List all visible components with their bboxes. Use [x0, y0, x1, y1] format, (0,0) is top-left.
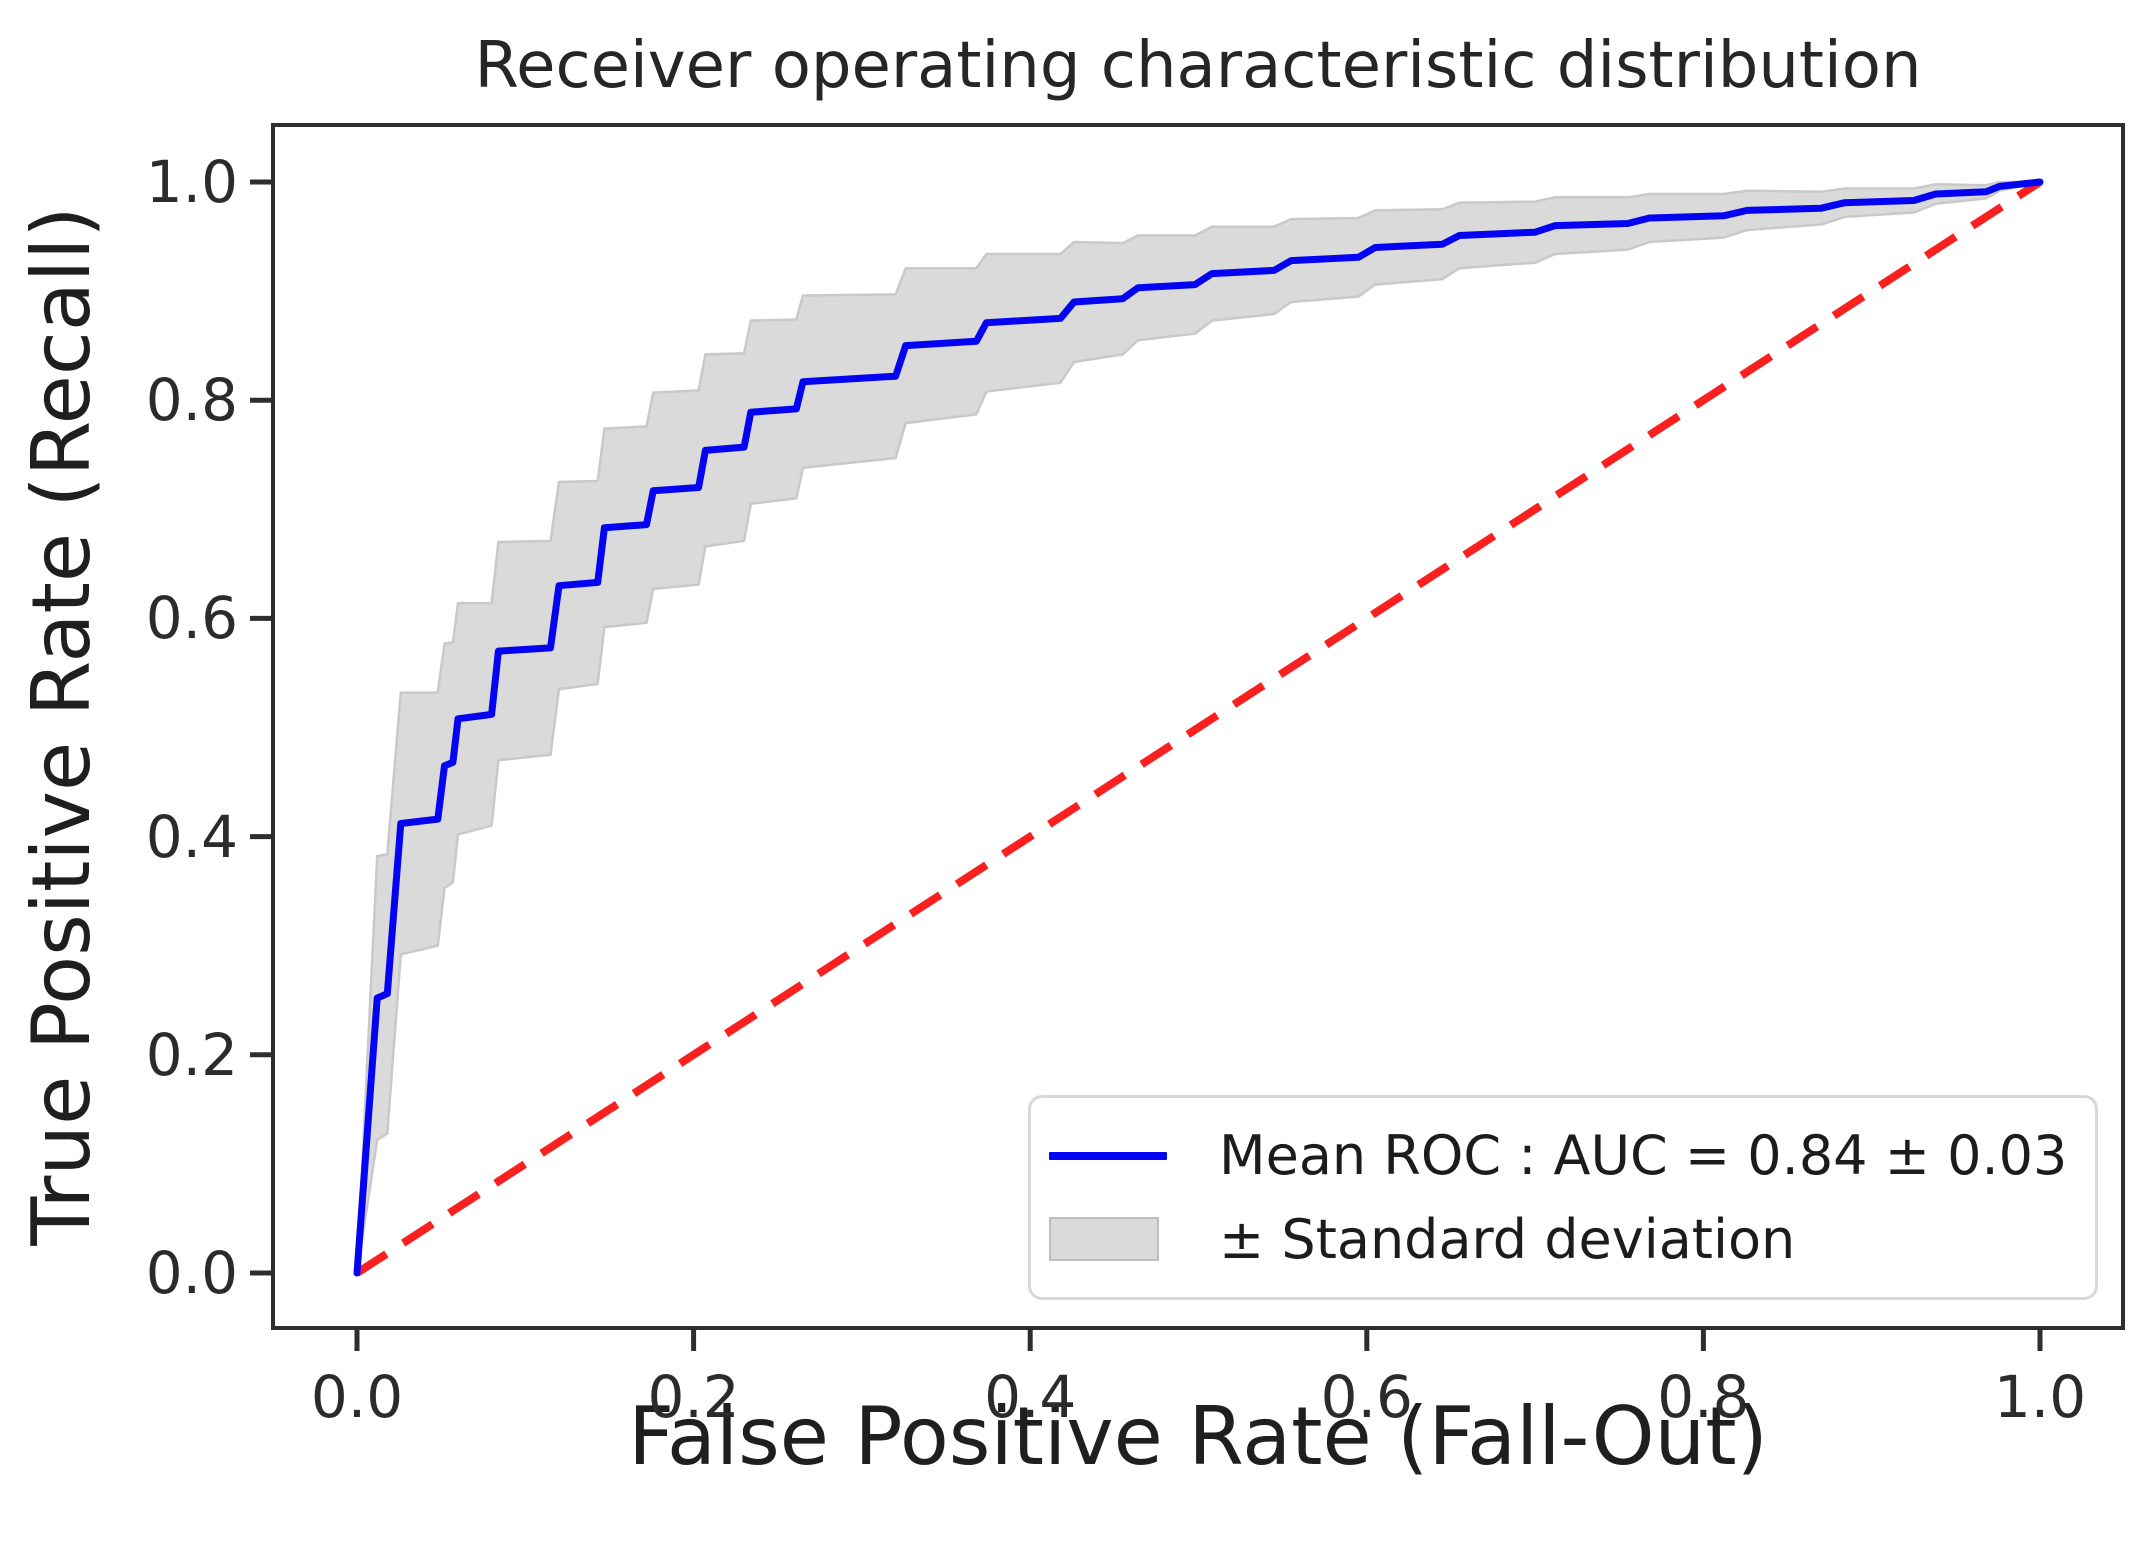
x-tick-label: 0.4: [984, 1363, 1077, 1431]
legend-label-std: ± Standard deviation: [1219, 1207, 1796, 1271]
mean-roc-line-swatch: [1049, 1151, 1167, 1160]
legend-box: Mean ROC : AUC = 0.84 ± 0.03 ± Standard …: [1028, 1095, 2098, 1300]
y-tick-label: 0.2: [145, 1020, 238, 1089]
x-tick-label: 0.8: [1657, 1363, 1750, 1431]
x-tick-label: 0.2: [647, 1363, 740, 1431]
chart-title: Receiver operating characteristic distri…: [474, 29, 1922, 103]
x-tick-label: 0.0: [310, 1363, 404, 1431]
y-tick-label: 0.8: [145, 366, 238, 435]
y-tick-label: 0.6: [145, 584, 238, 653]
chance-diagonal-line: [354, 178, 2043, 1277]
x-axis-label: False Positive Rate (Fall-Out): [628, 1390, 1768, 1483]
legend-label-mean-roc: Mean ROC : AUC = 0.84 ± 0.03: [1219, 1124, 2068, 1188]
plot-frame: [271, 123, 2125, 1330]
legend-item-std: ± Standard deviation: [1049, 1208, 2077, 1271]
std-band-swatch: [1049, 1217, 1159, 1262]
y-tick-label: 0.0: [145, 1239, 238, 1307]
y-tick-label: 0.4: [145, 802, 238, 871]
x-tick-label: 0.6: [1320, 1363, 1413, 1431]
y-axis-label: True Positive Rate (Recall): [15, 206, 108, 1246]
mean-roc-line: [353, 178, 2044, 1277]
legend-item-mean-roc: Mean ROC : AUC = 0.84 ± 0.03: [1049, 1124, 2077, 1187]
x-tick-label: 1.0: [1993, 1363, 2087, 1431]
y-tick-label: 1.0: [145, 148, 238, 216]
